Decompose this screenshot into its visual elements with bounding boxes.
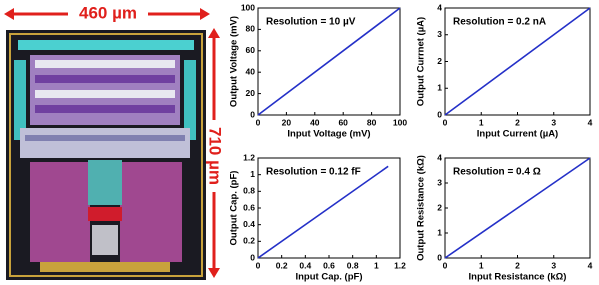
x-tick-label: 40	[310, 117, 320, 127]
y-tick-label: 20	[246, 88, 256, 98]
x-tick-label: 0.2	[276, 260, 288, 270]
annotation: Resolution = 10 µV	[266, 17, 356, 28]
y-axis-label: Output Resistance (kΩ)	[416, 155, 427, 261]
y-tick-label: 0.6	[243, 202, 255, 212]
x-tick-label: 4	[588, 260, 593, 270]
x-tick-label: 1.2	[394, 260, 406, 270]
x-tick-label: 0	[256, 117, 261, 127]
x-axis-label: Input Cap. (pF)	[295, 272, 362, 283]
annotation: Resolution = 0.4 Ω	[453, 167, 541, 178]
x-tick-label: 100	[393, 117, 407, 127]
x-tick-label: 2	[515, 260, 520, 270]
y-tick-label: 0.4	[243, 219, 255, 229]
y-tick-label: 3	[437, 177, 442, 187]
annotation: Resolution = 0.2 nA	[453, 17, 546, 28]
y-axis-label: Output Cap. (pF)	[229, 171, 240, 246]
x-tick-label: 60	[338, 117, 348, 127]
data-line	[257, 165, 389, 259]
y-tick-label: 2	[437, 202, 442, 212]
x-tick-label: 4	[588, 117, 593, 127]
height-arrow	[208, 28, 220, 278]
height-label: 710 µm	[206, 127, 225, 185]
x-tick-label: 1	[479, 117, 484, 127]
data-line	[444, 7, 591, 116]
width-arrow	[4, 8, 210, 20]
x-axis-label: Input Current (µA)	[477, 129, 558, 140]
data-line	[257, 7, 401, 116]
x-tick-label: 0	[443, 260, 448, 270]
x-tick-label: 3	[551, 260, 556, 270]
y-tick-label: 0	[250, 109, 255, 119]
annotation: Resolution = 0.12 fF	[266, 167, 361, 178]
data-line	[444, 157, 591, 259]
y-tick-label: 1	[437, 83, 442, 93]
y-tick-label: 80	[246, 24, 256, 34]
x-tick-label: 1	[479, 260, 484, 270]
y-axis-label: Output Currnet (µA)	[416, 17, 427, 106]
x-tick-label: 0	[443, 117, 448, 127]
x-tick-label: 20	[282, 117, 292, 127]
y-axis-label: Output Voltage (mV)	[229, 16, 240, 107]
y-tick-label: 2	[437, 56, 442, 66]
y-tick-label: 100	[241, 2, 255, 12]
y-tick-label: 0	[250, 252, 255, 262]
x-tick-label: 3	[551, 117, 556, 127]
x-tick-label: 0	[256, 260, 261, 270]
y-tick-label: 60	[246, 45, 256, 55]
x-tick-label: 80	[367, 117, 377, 127]
x-axis-label: Input Resistance (kΩ)	[469, 272, 567, 283]
x-tick-label: 2	[515, 117, 520, 127]
y-tick-label: 4	[437, 152, 442, 162]
y-tick-label: 1	[437, 227, 442, 237]
y-tick-label: 3	[437, 29, 442, 39]
x-tick-label: 0.4	[299, 260, 311, 270]
y-tick-label: 40	[246, 66, 256, 76]
x-tick-label: 0.6	[323, 260, 335, 270]
chip-layout	[6, 30, 206, 280]
x-tick-label: 1	[374, 260, 379, 270]
width-label: 460 µm	[79, 3, 137, 22]
x-axis-label: Input Voltage (mV)	[287, 129, 370, 140]
y-tick-label: 0	[437, 252, 442, 262]
y-tick-label: 0.2	[243, 236, 255, 246]
y-tick-label: 0	[437, 109, 442, 119]
x-tick-label: 0.8	[347, 260, 359, 270]
y-tick-label: 1.2	[243, 152, 255, 162]
y-tick-label: 1	[250, 169, 255, 179]
y-tick-label: 4	[437, 2, 442, 12]
y-tick-label: 0.8	[243, 186, 255, 196]
